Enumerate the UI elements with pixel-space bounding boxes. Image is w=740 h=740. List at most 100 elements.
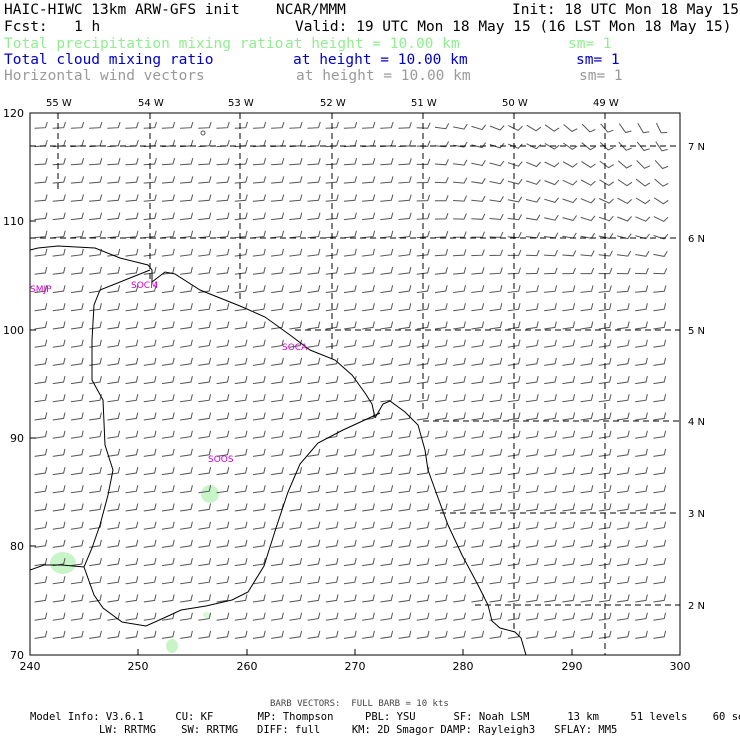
wind-barb — [507, 539, 521, 548]
wind-barb — [271, 158, 285, 166]
fcst-value: 1 h — [74, 19, 101, 35]
wind-barb — [434, 123, 450, 130]
x-tick-label: 270 — [345, 660, 366, 673]
wind-barb — [362, 339, 375, 348]
wind-barb — [635, 557, 648, 567]
wind-barb — [198, 266, 212, 275]
border-line — [151, 271, 376, 419]
wind-barb — [143, 230, 157, 239]
wind-barb — [434, 503, 448, 512]
wind-barb — [453, 576, 466, 585]
wind-barb — [471, 375, 485, 385]
wind-barb — [89, 557, 102, 567]
wind-barb — [325, 266, 339, 275]
wind-barb — [161, 630, 175, 639]
wind-barb — [507, 485, 521, 494]
wind-barb — [343, 303, 357, 312]
wind-barb — [325, 612, 339, 621]
coastlines — [30, 245, 527, 655]
wind-barb — [34, 576, 48, 585]
wind-barb — [271, 321, 284, 330]
lat-label: 2 N — [688, 601, 705, 612]
wind-barb — [52, 503, 66, 512]
wind-barb — [125, 539, 139, 548]
wind-barb — [161, 194, 175, 202]
wind-barb — [325, 539, 339, 548]
wind-barb — [380, 466, 394, 476]
wind-barb — [325, 285, 339, 294]
lon-label: 52 W — [320, 98, 346, 109]
wind-barb — [380, 248, 394, 257]
wind-barb — [52, 248, 66, 257]
wind-barb — [453, 303, 466, 312]
wind-barb — [52, 321, 66, 330]
barb-note: BARB VECTORS: FULL BARB = 10 kts — [270, 699, 449, 709]
wind-barb — [616, 485, 630, 494]
wind-barb — [70, 375, 84, 385]
wind-barb — [434, 394, 448, 403]
x-tick-label: 260 — [237, 660, 258, 673]
wind-barb — [416, 394, 430, 403]
wind-barb — [562, 232, 577, 239]
wind-barb — [216, 394, 230, 403]
wind-barb — [34, 375, 48, 385]
wind-barb — [362, 539, 375, 548]
wind-barb — [89, 212, 103, 221]
wind-barb — [380, 576, 394, 585]
wind-barb — [125, 576, 139, 585]
wind-barb — [107, 158, 121, 166]
wind-barb — [544, 179, 560, 186]
wind-barb — [52, 466, 66, 476]
wind-barb — [562, 357, 576, 366]
wind-barb — [453, 557, 466, 567]
wind-barb — [234, 339, 248, 348]
wind-barb — [180, 321, 193, 330]
wind-barb — [598, 303, 612, 312]
wind-barb — [343, 594, 357, 603]
wind-barb — [598, 521, 612, 530]
wind-barb — [362, 158, 376, 166]
wind-barb — [380, 503, 394, 512]
wind-barb — [234, 557, 248, 567]
wind-barb — [234, 303, 248, 312]
wind-barb — [616, 594, 630, 603]
wind-barb — [70, 121, 85, 129]
wind-barb — [325, 158, 339, 166]
lon-label: 53 W — [228, 98, 254, 109]
wind-barb — [180, 630, 193, 639]
wind-barb — [107, 466, 121, 476]
wind-barb — [216, 612, 230, 621]
wind-barb — [434, 576, 448, 585]
wind-barb — [416, 303, 430, 312]
wind-barb — [216, 448, 230, 457]
wind-barb — [143, 466, 157, 476]
wind-barb — [489, 594, 503, 603]
wind-barb — [380, 375, 394, 385]
wind-barb — [234, 321, 248, 330]
wind-barb — [434, 521, 448, 530]
model-title: HAIC-HIWC 13km ARW-GFS init — [4, 2, 240, 18]
wind-barb — [398, 357, 412, 366]
wind-barb — [70, 357, 84, 366]
wind-barb — [216, 539, 230, 548]
wind-barb — [216, 230, 230, 239]
wind-barb — [107, 521, 121, 530]
wind-barb — [380, 430, 394, 439]
wind-barb — [580, 539, 594, 548]
wind-barb — [507, 321, 521, 330]
lat-label: 3 N — [688, 509, 705, 520]
wind-barb — [416, 248, 430, 257]
wind-barb — [52, 266, 66, 275]
wind-barb — [489, 485, 503, 494]
wind-barb — [398, 539, 412, 548]
wind-barb — [507, 303, 521, 312]
wind-barb — [343, 412, 357, 421]
wind-barb — [161, 394, 175, 403]
border-line — [30, 269, 151, 571]
wind-barb — [289, 121, 303, 129]
wind-barb — [507, 231, 522, 239]
wind-barb — [562, 466, 576, 476]
precip-blob — [50, 552, 76, 574]
wind-barb — [581, 160, 596, 169]
wind-barb — [234, 503, 248, 512]
